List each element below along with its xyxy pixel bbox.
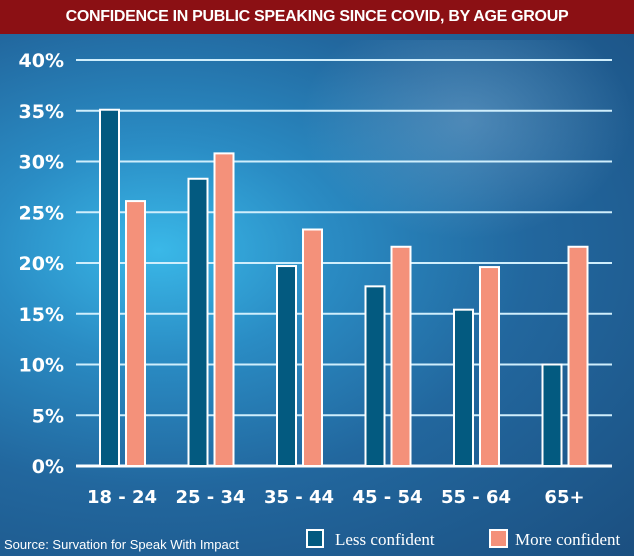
y-tick-label: 40%: [19, 50, 64, 72]
bar-less-confident: [453, 308, 474, 467]
bar-more-confident: [479, 266, 500, 467]
y-tick-label: 35%: [19, 101, 64, 123]
x-category-label: 18 - 24: [87, 487, 157, 508]
x-category-label: 55 - 64: [441, 487, 511, 508]
bar-less-confident: [541, 363, 563, 467]
y-tick-label: 20%: [19, 253, 64, 275]
x-category-label: 25 - 34: [175, 487, 245, 508]
x-category-label: 45 - 54: [352, 487, 422, 508]
bar-more-confident: [390, 245, 412, 467]
chart-title: CONFIDENCE IN PUBLIC SPEAKING SINCE COVI…: [0, 0, 634, 34]
y-tick-label: 10%: [19, 355, 64, 377]
bar-more-confident: [125, 200, 146, 468]
bar-more-confident: [302, 228, 323, 467]
y-tick-label: 0%: [32, 456, 64, 478]
y-tick-label: 25%: [19, 202, 64, 224]
x-category-label: 65+: [544, 487, 584, 508]
bar-less-confident: [99, 108, 120, 468]
y-tick-label: 15%: [19, 304, 64, 326]
bar-less-confident: [276, 265, 297, 468]
background-crowd-image: [300, 40, 634, 240]
bar-less-confident: [364, 285, 386, 467]
bar-less-confident: [187, 177, 209, 467]
y-tick-label: 30%: [19, 152, 64, 174]
source-note: Source: Survation for Speak With Impact: [4, 537, 239, 552]
y-tick-label: 5%: [32, 405, 64, 427]
bar-more-confident: [213, 152, 235, 467]
legend-swatch-less: [306, 529, 324, 548]
bar-more-confident: [567, 245, 589, 467]
legend-label-less: Less confident: [335, 530, 435, 549]
legend-label-more: More confident: [515, 530, 621, 549]
x-category-label: 35 - 44: [264, 487, 334, 508]
legend-swatch-more: [489, 529, 508, 548]
